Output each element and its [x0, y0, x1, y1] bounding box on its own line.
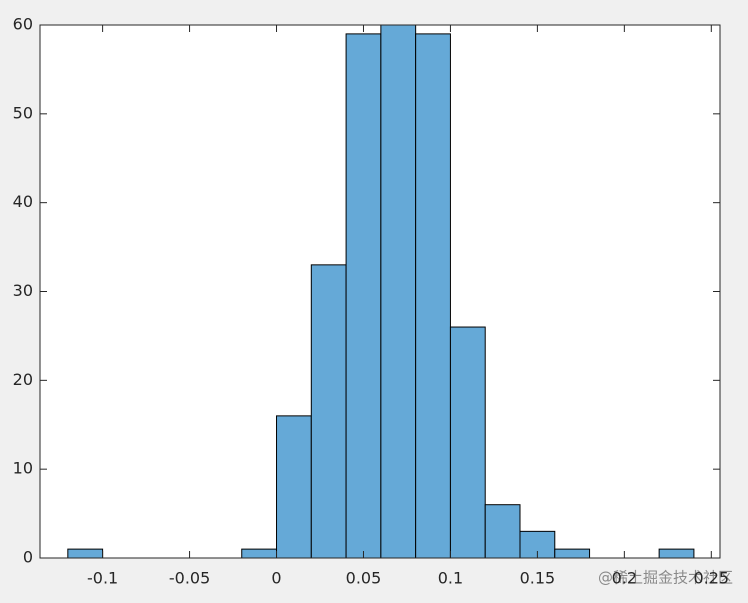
x-tick-label: 0.05: [346, 569, 382, 588]
x-tick-label: -0.05: [169, 569, 210, 588]
bar: [415, 33, 451, 559]
x-tick-label: 0.1: [438, 569, 463, 588]
y-tick-label: 60: [13, 15, 33, 34]
x-tick-label: 0.15: [520, 569, 556, 588]
watermark: @稀土掘金技术社区: [598, 569, 733, 587]
y-tick-label: 20: [13, 370, 33, 389]
x-tick-label: -0.1: [87, 569, 118, 588]
y-tick-label: 10: [13, 459, 33, 478]
bar: [276, 415, 312, 559]
bar: [554, 548, 591, 559]
bar: [484, 504, 521, 559]
y-tick-label: 40: [13, 192, 33, 211]
y-tick-label: 30: [13, 281, 33, 300]
x-tick-label: 0: [271, 569, 281, 588]
bar: [67, 548, 104, 559]
bar: [380, 24, 417, 559]
bar: [345, 33, 382, 559]
y-tick-label: 0: [23, 548, 33, 567]
bar: [241, 548, 278, 559]
bar: [449, 326, 486, 559]
x-tick-label: 0.25: [693, 569, 729, 588]
x-tick-label: 0.2: [612, 569, 637, 588]
bar: [310, 264, 347, 559]
bar: [658, 548, 695, 559]
y-tick-label: 50: [13, 103, 33, 122]
